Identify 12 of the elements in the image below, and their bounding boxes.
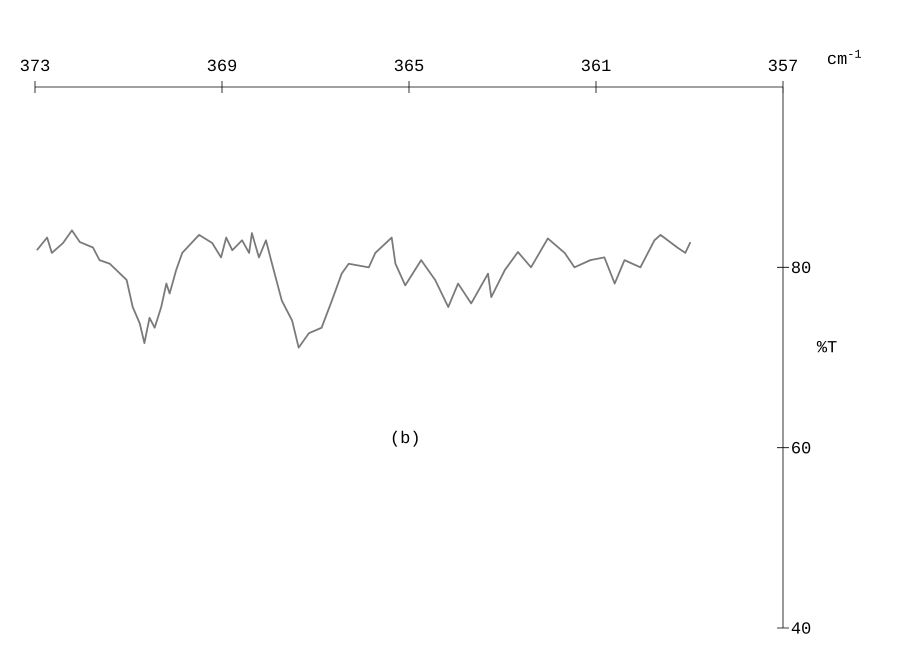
x-axis-title: cm$^{-1}$ (828, 50, 861, 64)
x-tick-label: 373 (20, 60, 50, 72)
x-tick-label: 361 (582, 60, 610, 72)
y-tick-label: 80 (792, 262, 810, 274)
y-axis-title: %T (816, 340, 837, 352)
annotation: (b) (392, 430, 418, 447)
line-series (36, 229, 692, 348)
y-tick-label: 60 (792, 442, 810, 454)
x-tick-label: 369 (208, 60, 236, 72)
x-tick-label: 365 (394, 60, 424, 72)
x-tick-label: 357 (768, 60, 797, 72)
y-tick-label: 40 (792, 622, 810, 634)
